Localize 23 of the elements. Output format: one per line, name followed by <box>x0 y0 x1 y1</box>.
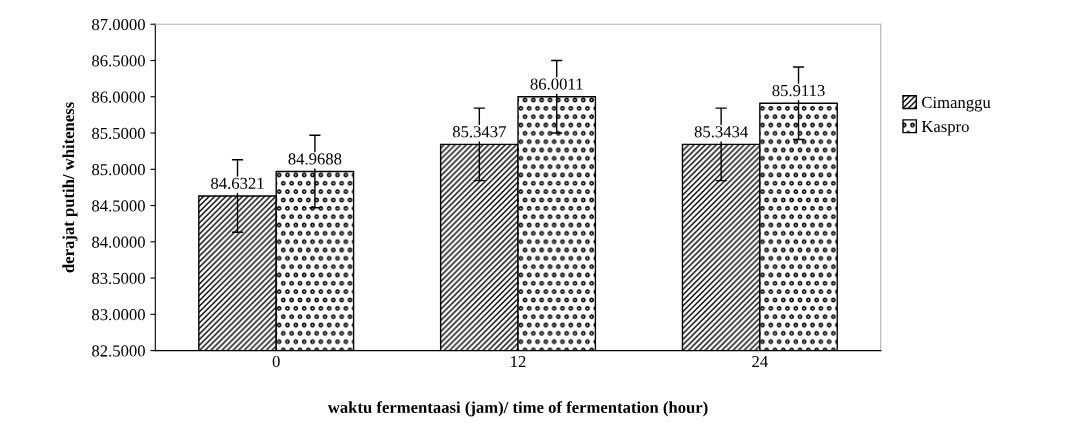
y-tick-label: 85.0000 <box>92 163 145 176</box>
y-tick-label: 83.5000 <box>92 272 145 285</box>
data-label: 85.3434 <box>694 126 748 138</box>
y-tick-label: 86.5000 <box>92 55 145 67</box>
y-tick-label: 86.0000 <box>92 91 145 103</box>
data-label: 84.6321 <box>211 177 264 190</box>
y-tick-label: 84.5000 <box>92 200 145 212</box>
x-tick-label: 0 <box>272 355 280 368</box>
legend-label: Cimanggu <box>922 96 991 112</box>
y-tick-label: 82.5000 <box>92 345 145 357</box>
y-axis-title: derajat putih/ whiteness <box>62 102 78 273</box>
y-tick-label: 84.0000 <box>92 236 145 248</box>
data-label: 85.9113 <box>772 84 825 97</box>
data-label: 84.9688 <box>288 153 342 165</box>
x-tick-label: 12 <box>511 355 526 368</box>
legend-label: Kaspro <box>921 121 969 136</box>
x-axis-title: waktu fermentaasi (jam)/ time of fermentation (hour) <box>327 401 708 417</box>
data-label: 85.3437 <box>452 126 506 138</box>
data-label: 86.0011 <box>530 78 583 90</box>
y-tick-label: 83.0000 <box>92 309 145 321</box>
y-tick-label: 85.5000 <box>92 127 145 140</box>
y-tick-label: 87.0000 <box>92 18 145 31</box>
x-tick-label: 24 <box>752 355 768 368</box>
